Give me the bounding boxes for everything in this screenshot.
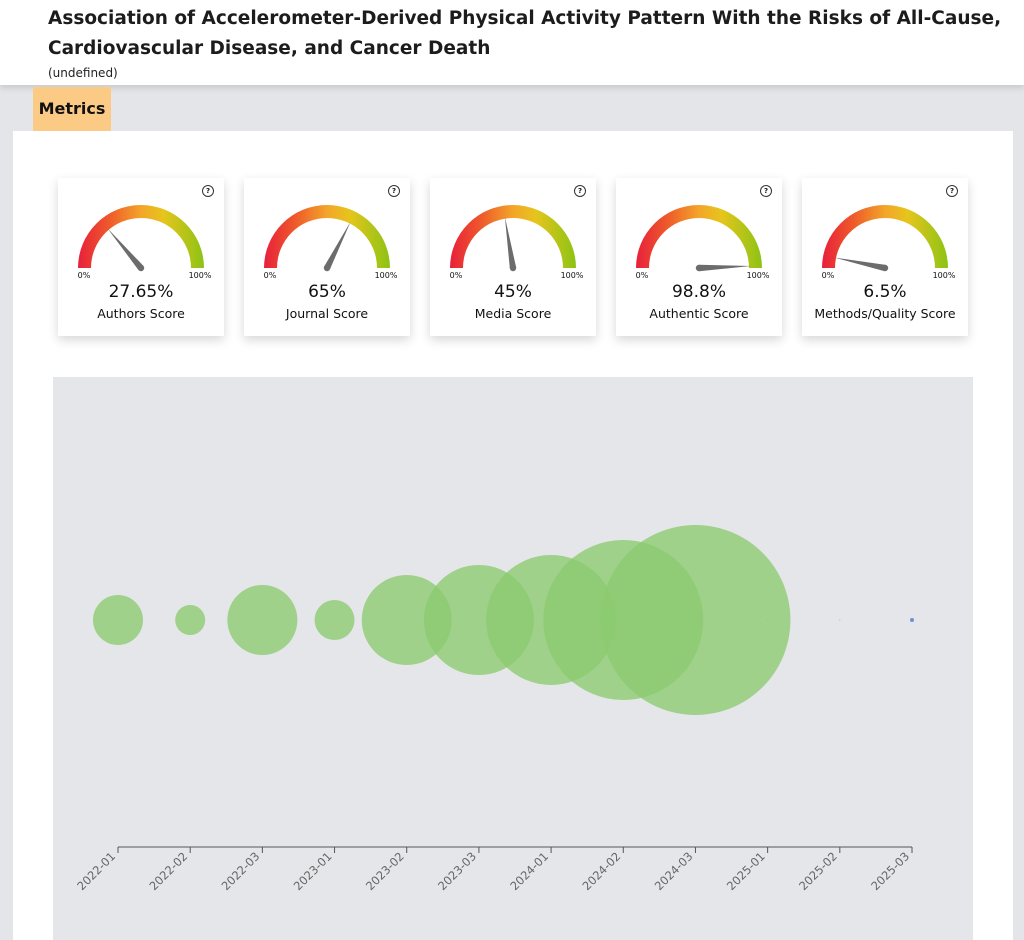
x-tick-label: 2024-03 [652,849,696,893]
x-tick-label: 2025-01 [724,849,768,893]
gauge-card-authentic: ? 0% 100% 98.8% Authentic Score [616,178,782,336]
gauge-max-label: 100% [375,271,398,280]
gauge-dial: 0% 100% [264,205,398,280]
gauge-needle [324,221,351,270]
gauge-card-media: ? 0% 100% 45% Media Score [430,178,596,336]
gauge-value: 45% [494,282,532,302]
gauge-label: Methods/Quality Score [814,306,956,321]
x-tick-label: 2023-03 [435,849,479,893]
page-subtitle: (undefined) [48,66,118,80]
gauge-max-label: 100% [747,271,770,280]
gauge-needle [834,257,886,272]
bubble-point [314,600,355,640]
gauge-value: 6.5% [863,282,907,302]
bubble-point [227,585,298,655]
gauge-min-label: 0% [78,271,91,280]
gauge-min-label: 0% [264,271,277,280]
x-tick-label: 2023-01 [291,849,335,893]
gauge-dial: 0% 100% [78,205,212,280]
gauge-max-label: 100% [189,271,212,280]
bubble-point [910,618,914,622]
gauge-card-methods-quality: ? 0% 100% 6.5% Methods/Quality Score [802,178,968,336]
gauge-value: 98.8% [671,282,726,302]
gauge-needle [504,216,517,269]
bubble-point [600,525,791,715]
gauge-min-label: 0% [636,271,649,280]
bubble-chart-svg: 2022-01 2022-02 2022-03 2023-01 2023-02 2023-… [74,525,914,893]
bubble-point [839,619,841,621]
bubble-point [175,605,206,635]
bubble-chart: 2022-01 2022-02 2022-03 2023-01 2023-02 2023-… [53,377,973,940]
gauge-needle-hub [881,264,889,272]
gauge-needle-hub [695,264,703,272]
gauge-label: Media Score [474,306,552,321]
x-tick-label: 2024-02 [580,849,624,893]
gauge-arc [636,205,762,268]
gauge-value: 27.65% [108,282,174,302]
page-title: Association of Accelerometer-Derived Phy… [48,8,1002,59]
bubble-point [767,619,769,621]
gauge-arc [78,205,204,268]
gauge-label: Authentic Score [649,306,749,321]
bubble-point [93,595,143,645]
gauge-max-label: 100% [933,271,956,280]
gauge-needle-hub [137,264,145,272]
gauge-needle [698,264,751,272]
x-tick-label: 2022-02 [146,849,190,893]
metrics-panel: ? 0% 100% 27.65% Authors Score ? 0% 100% 6… [13,131,1013,940]
gauge-dial: 0% 100% [636,205,770,280]
gauge-arc [822,205,948,268]
gauge-card-authors: ? 0% 100% 27.65% Authors Score [58,178,224,336]
gauge-min-label: 0% [822,271,835,280]
x-tick-label: 2025-03 [868,849,912,893]
gauge-max-label: 100% [561,271,584,280]
x-tick-label: 2025-02 [796,849,840,893]
help-icon[interactable]: ? [946,185,958,197]
help-icon[interactable]: ? [574,185,586,197]
help-icon[interactable]: ? [760,185,772,197]
gauge-dial: 0% 100% [822,205,956,280]
gauge-needle [107,228,144,271]
tab-metrics[interactable]: Metrics [33,87,111,131]
x-tick-label: 2022-03 [219,849,263,893]
x-tick-label: 2022-01 [74,849,118,893]
gauge-card-journal: ? 0% 100% 65% Journal Score [244,178,410,336]
x-tick-label: 2023-02 [363,849,407,893]
gauge-dial: 0% 100% [450,205,584,280]
gauge-arc [264,205,390,268]
gauge-label: Authors Score [97,306,185,321]
gauge-needle-hub [323,264,331,272]
gauge-arc [450,205,576,268]
gauge-min-label: 0% [450,271,463,280]
x-tick-label: 2024-01 [507,849,551,893]
page-header: Association of Accelerometer-Derived Phy… [0,0,1024,85]
gauge-label: Journal Score [285,306,369,321]
help-icon[interactable]: ? [388,185,400,197]
gauge-needle-hub [509,264,517,272]
help-icon[interactable]: ? [202,185,214,197]
gauge-value: 65% [308,282,346,302]
